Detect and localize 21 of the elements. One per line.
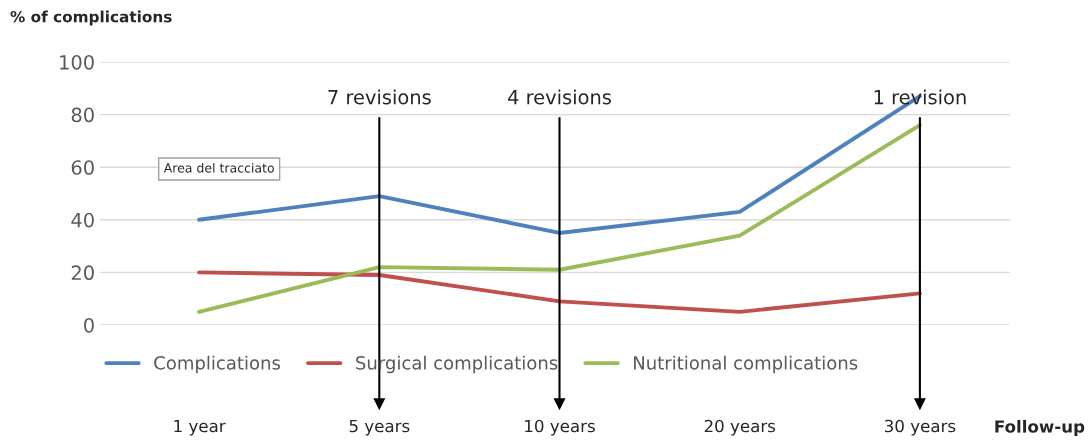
x-axis-title: Follow-up: [995, 419, 1085, 437]
x-tick-label: 1 year: [174, 419, 226, 436]
annotation: Area del tracciato: [163, 162, 274, 173]
x-tick-label: 30 years: [884, 419, 956, 436]
ref-line-label: 1 revision: [874, 89, 966, 105]
y-tick-label: 40: [71, 212, 94, 228]
y-tick-label: 20: [71, 265, 94, 281]
x-tick-label: 5 years: [349, 419, 410, 436]
y-axis-title: % of complications: [10, 10, 172, 26]
ref-line-label: 4 revisions: [508, 89, 611, 105]
y-tick-label: 100: [60, 54, 94, 70]
line-series: [197, 123, 922, 314]
y-tick-label: 0: [84, 317, 94, 333]
line-series: [197, 270, 922, 314]
x-tick-label: 20 years: [704, 419, 776, 436]
x-tick-label: 10 years: [525, 419, 595, 436]
y-tick-label: 80: [71, 107, 94, 123]
ref-line-label: 7 revisions: [328, 89, 431, 105]
y-tick-label: 60: [71, 160, 94, 175]
legend-label: Nutritional complications: [634, 355, 858, 374]
legend-label: Complications: [154, 355, 281, 374]
